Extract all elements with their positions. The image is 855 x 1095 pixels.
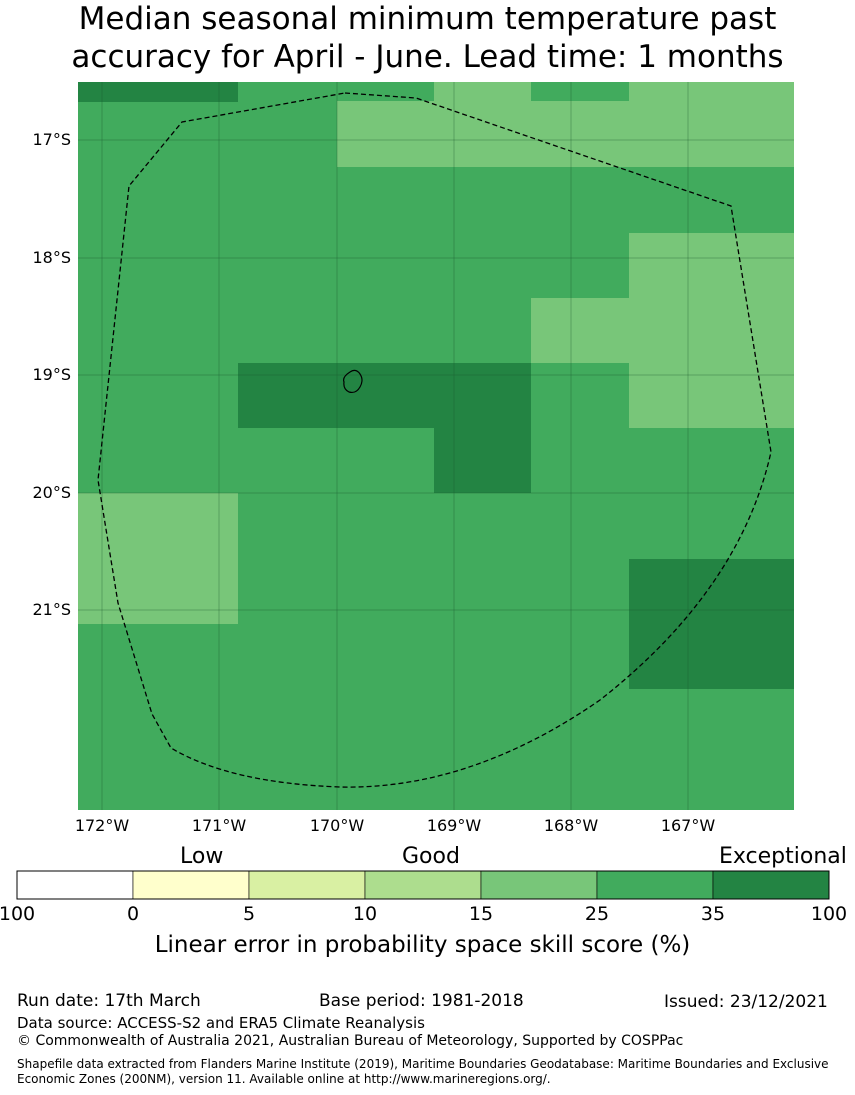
colorbar-tick: 35 xyxy=(700,903,726,925)
grid-cell xyxy=(629,559,794,689)
colorbar-tick: 15 xyxy=(468,903,494,925)
island-outline xyxy=(343,369,363,394)
grid-cell xyxy=(434,427,531,493)
copyright: © Commonwealth of Australia 2021, Austra… xyxy=(17,1033,684,1049)
lat-label: 21°S xyxy=(32,600,71,619)
grid-cell xyxy=(629,233,794,299)
colorbar-frame xyxy=(16,870,830,900)
colorbar-segment xyxy=(480,870,598,900)
colorbar-tick: 25 xyxy=(584,903,610,925)
colorbar-segment xyxy=(712,870,830,900)
colorbar-segment xyxy=(596,870,714,900)
colorbar-segment xyxy=(248,870,366,900)
graticule xyxy=(78,82,794,810)
skill-map xyxy=(78,82,794,810)
grid-cell xyxy=(337,101,794,167)
colorbar-segment xyxy=(132,870,250,900)
colorbar-tick: 5 xyxy=(242,903,256,925)
grid-cell xyxy=(531,298,794,363)
colorbar-segments xyxy=(16,870,830,900)
eez-boundary xyxy=(97,92,772,788)
lon-label: 170°W xyxy=(309,816,365,835)
lat-label: 20°S xyxy=(32,483,71,502)
grid-cell xyxy=(629,362,794,428)
lon-label: 168°W xyxy=(543,816,599,835)
colorbar-tick: 10 xyxy=(352,903,378,925)
lat-label: 17°S xyxy=(32,130,71,149)
colorbar-segment xyxy=(16,870,134,900)
lon-label: 169°W xyxy=(426,816,482,835)
grid-cell xyxy=(629,82,794,102)
run-date: Run date: 17th March xyxy=(17,991,201,1011)
title-line-1: Median seasonal minimum temperature past xyxy=(78,1,777,37)
title-line-2: accuracy for April - June. Lead time: 1 … xyxy=(71,39,784,75)
issued-date: Issued: 23/12/2021 xyxy=(664,992,828,1012)
grid-cell xyxy=(78,82,238,102)
skill-cells-35-100 xyxy=(78,82,794,689)
colorbar-title: Linear error in probability space skill … xyxy=(154,932,691,958)
lon-label: 167°W xyxy=(660,816,716,835)
chart-title: Median seasonal minimum temperature past… xyxy=(0,0,855,76)
lat-label: 18°S xyxy=(32,248,71,267)
category-label-low: Low xyxy=(180,844,224,869)
grid-cell xyxy=(78,493,238,624)
lon-label: 171°W xyxy=(191,816,247,835)
category-label-good: Good xyxy=(402,844,460,869)
colorbar-tick: 100 xyxy=(810,903,848,925)
colorbar-tick: 0 xyxy=(126,903,140,925)
grid-cell xyxy=(238,363,531,428)
colorbar-segment xyxy=(364,870,482,900)
grid-cell xyxy=(434,82,531,102)
skill-cells-15-25 xyxy=(78,82,794,624)
lon-label: 172°W xyxy=(74,816,130,835)
colorbar-tick: 100 xyxy=(0,903,36,925)
category-label-exceptional: Exceptional xyxy=(719,844,847,869)
data-source: Data source: ACCESS-S2 and ERA5 Climate … xyxy=(17,1014,425,1032)
lat-label: 19°S xyxy=(32,365,71,384)
shapefile-credit: Shapefile data extracted from Flanders M… xyxy=(17,1057,829,1086)
base-period: Base period: 1981-2018 xyxy=(319,991,524,1011)
